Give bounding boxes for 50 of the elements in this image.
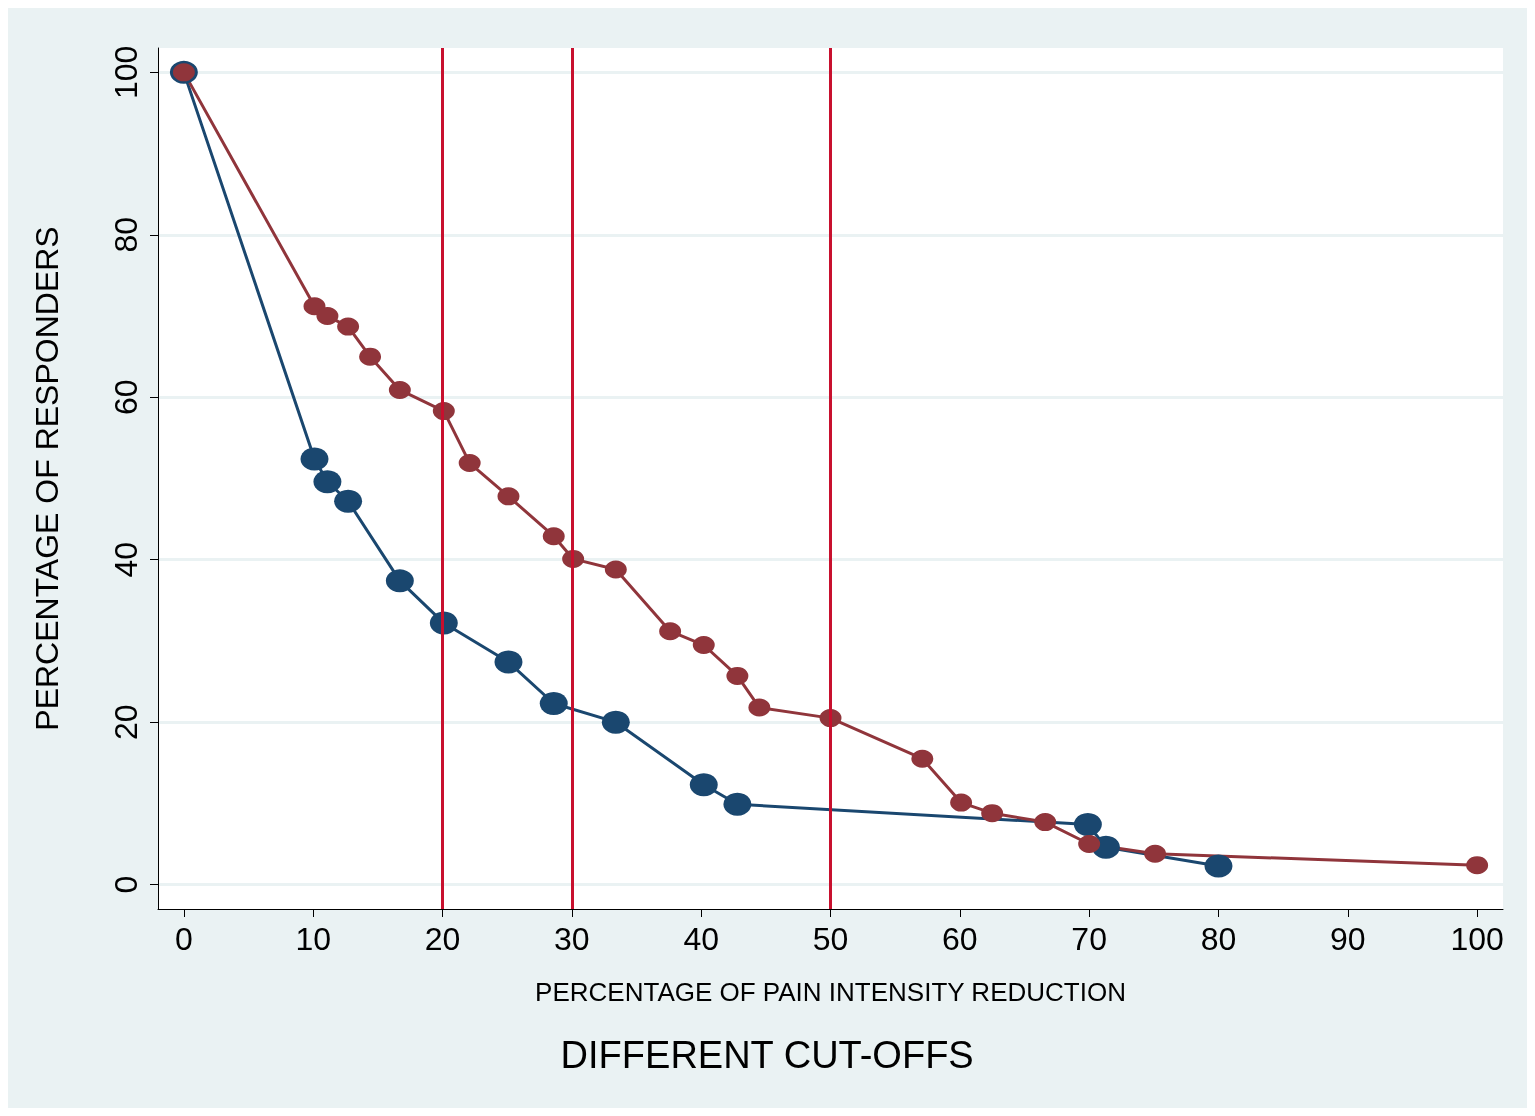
point: [359, 347, 382, 366]
x-tick-label: 10: [295, 921, 331, 957]
point: [723, 792, 752, 816]
x-tick-label: 40: [683, 921, 719, 957]
point: [1078, 835, 1101, 854]
point: [1466, 856, 1489, 875]
point: [458, 454, 481, 473]
point: [539, 692, 568, 715]
point: [497, 487, 520, 506]
x-tick-label: 20: [424, 921, 461, 957]
point: [1034, 813, 1057, 832]
point: [542, 527, 565, 546]
point: [911, 749, 934, 768]
point: [388, 380, 411, 399]
y-tick-label: 20: [108, 704, 144, 740]
y-axis-title: PERCENTAGE OF RESPONDERS: [29, 226, 65, 731]
y-tick-label: 100: [108, 45, 144, 100]
x-tick-label: 90: [1330, 921, 1366, 957]
point: [689, 773, 718, 797]
y-tick-label: 0: [108, 875, 144, 894]
point: [748, 698, 771, 717]
point: [659, 622, 682, 641]
point: [604, 560, 627, 579]
x-tick-label: 30: [554, 921, 590, 957]
x-axis-title: PERCENTAGE OF PAIN INTENSITY REDUCTION: [535, 977, 1126, 1007]
point: [726, 666, 749, 685]
x-tick-label: 70: [1071, 921, 1107, 957]
x-tick-label: 100: [1450, 921, 1504, 957]
y-tick-label: 40: [108, 541, 144, 578]
point: [1073, 813, 1102, 837]
x-tick-label: 50: [812, 921, 849, 957]
point: [316, 307, 339, 326]
y-tick-label: 80: [108, 217, 144, 253]
point: [692, 636, 715, 655]
x-tick-label: 0: [174, 921, 193, 957]
point: [337, 317, 360, 336]
point: [1144, 844, 1167, 863]
point: [313, 470, 342, 494]
point: [300, 447, 329, 471]
y-tick-label: 60: [108, 379, 144, 416]
point: [334, 489, 363, 513]
x-tick-label: 60: [942, 921, 978, 957]
point: [981, 804, 1004, 823]
point: [385, 569, 414, 593]
point: [950, 793, 973, 812]
point: [1204, 854, 1233, 878]
point: [601, 710, 630, 734]
text: DIFFERENT CUT-OFFS: [560, 1034, 974, 1076]
x-tick-label: 80: [1200, 921, 1237, 957]
point: [494, 650, 523, 674]
